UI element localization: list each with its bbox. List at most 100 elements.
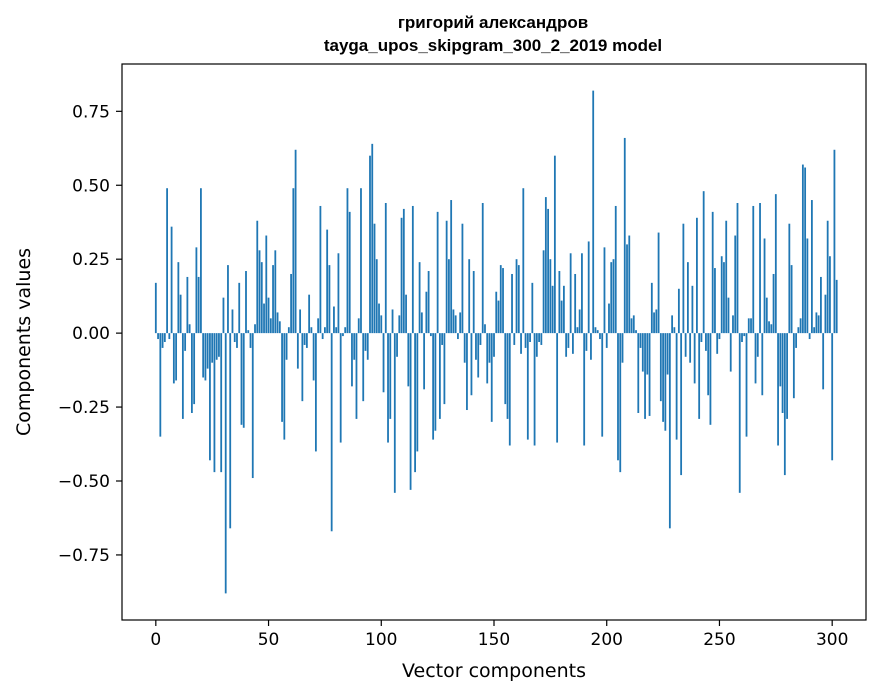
bar-254 [727,297,730,334]
bar-234 [682,223,685,334]
bar-240 [696,217,698,334]
bar-152 [497,300,500,334]
bar-13 [184,333,187,351]
bar-280 [786,333,788,419]
bar-83 [342,333,344,337]
bar-301 [833,149,836,334]
bar-250 [718,333,721,340]
bar-194 [592,90,595,334]
bar-62 [294,149,297,334]
bar-23 [206,333,209,369]
bar-275 [774,194,777,334]
bar-129 [445,220,448,334]
bar-147 [486,333,489,384]
bar-78 [330,333,333,532]
bar-75 [324,327,326,334]
bar-113 [409,333,412,490]
bar-20 [200,188,202,334]
bar-125 [436,211,439,334]
bar-217 [644,333,646,419]
bar-215 [639,333,642,348]
bar-195 [594,327,597,334]
bar-86 [348,211,351,334]
bar-18 [195,247,198,334]
bar-220 [650,282,653,334]
bar-265 [752,205,755,334]
bar-25 [211,333,214,363]
bar-186 [574,273,577,334]
bar-277 [779,333,782,387]
bar-140 [470,333,473,396]
bar-191 [585,333,588,351]
bar-208 [623,137,626,334]
bar-16 [190,333,193,413]
bar-198 [601,333,604,437]
bar-201 [608,303,610,334]
bar-212 [632,315,635,334]
y-axis-label: Components values [13,248,35,436]
bar-3 [161,333,164,348]
bar-10 [177,262,180,334]
x-tick-label: 200 [591,630,623,650]
bar-11 [179,294,182,334]
bar-77 [328,265,331,334]
bar-57 [283,333,286,440]
bar-72 [317,318,320,334]
bar-39 [242,333,245,428]
bar-294 [817,315,820,334]
bar-285 [797,327,800,334]
bar-47 [260,262,263,334]
bar-242 [700,333,703,342]
bar-37 [238,282,241,334]
bar-229 [671,315,674,334]
bar-116 [416,333,419,452]
bar-296 [822,333,825,390]
bar-50 [267,297,270,334]
bar-210 [628,235,631,334]
bar-278 [781,333,784,413]
bar-1 [157,333,159,340]
bar-181 [562,285,565,334]
bar-103 [387,333,389,443]
bar-158 [511,273,513,334]
bar-179 [558,271,561,334]
bar-184 [569,253,572,334]
bar-104 [389,333,392,419]
y-tick-label: 0.25 [72,250,110,270]
bar-289 [806,238,809,334]
bar-202 [610,262,613,334]
bar-302 [835,279,838,334]
bar-59 [287,327,290,334]
bar-14 [186,276,189,334]
bar-154 [502,268,504,334]
bar-98 [375,259,378,334]
bar-107 [396,333,398,357]
bar-15 [188,324,191,334]
bar-51 [269,318,272,334]
chart-subtitle: tayga_upos_skipgram_300_2_2019 model [324,36,662,55]
bar-287 [801,164,804,334]
bar-183 [567,333,570,348]
bar-252 [723,262,725,334]
bar-284 [795,333,798,348]
bar-8 [172,333,175,384]
bar-246 [709,333,712,425]
y-axis-ticks: −0.75 −0.50 −0.25 0.00 0.25 0.50 0.75 [58,102,122,566]
bar-45 [256,220,259,334]
bar-95 [369,155,371,334]
bar-200 [605,333,608,348]
bar-33 [229,333,232,529]
bar-157 [508,333,511,446]
bar-135 [459,312,462,334]
bar-126 [438,333,441,419]
bar-91 [360,188,362,334]
bar-164 [524,333,527,348]
bar-93 [364,333,367,351]
bar-176 [551,285,554,334]
bar-114 [411,205,414,334]
bar-145 [481,203,484,334]
bar-222 [655,309,658,334]
bar-41 [247,330,250,334]
bar-192 [587,241,590,334]
